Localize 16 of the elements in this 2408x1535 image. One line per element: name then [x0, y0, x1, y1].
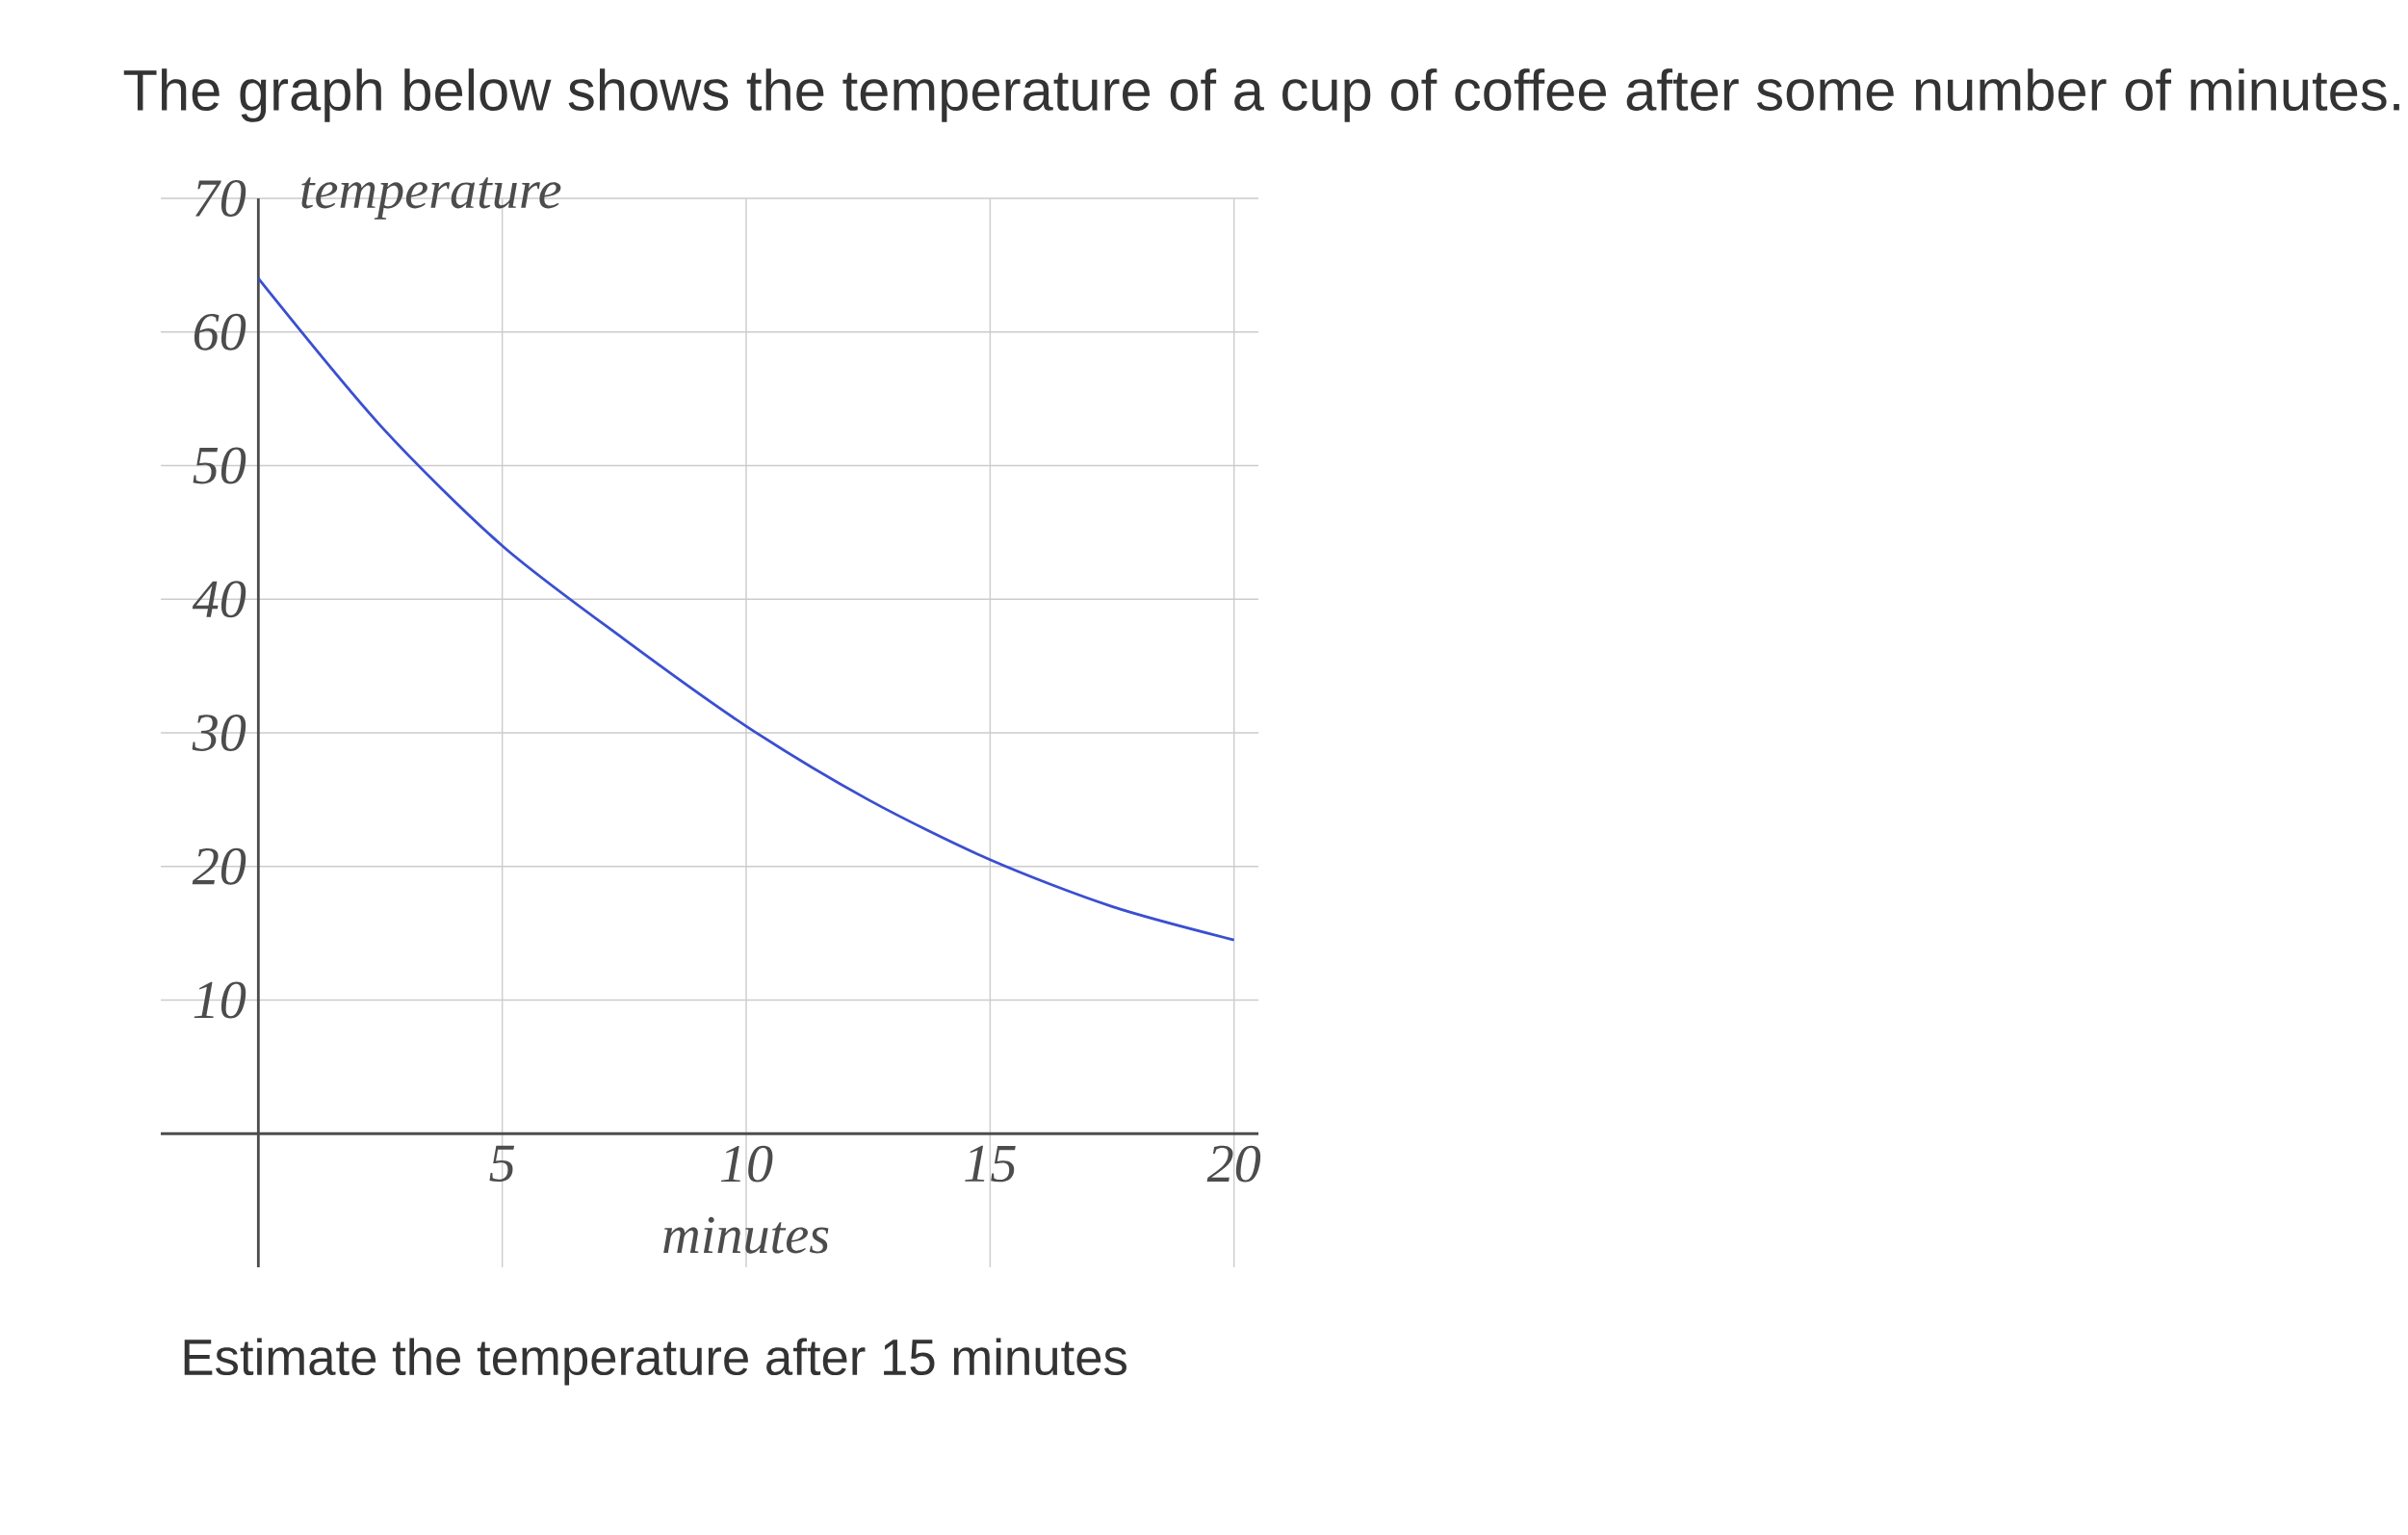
y-tick-label: 30 — [192, 715, 246, 751]
y-tick-label: 20 — [192, 847, 246, 885]
y-tick-label: 40 — [192, 581, 246, 618]
x-axis-title: minutes — [663, 1216, 829, 1254]
x-tick-label: 15 — [965, 1145, 1016, 1183]
y-tick-label: 60 — [194, 313, 246, 351]
y-tick-label: 50 — [193, 447, 246, 484]
x-tick-label: 20 — [1206, 1145, 1261, 1183]
text: Estimate the temperature after 15 minutes — [184, 1338, 1126, 1386]
y-tick-label: 10 — [194, 981, 246, 1019]
line-series — [256, 276, 1236, 942]
chart-title: The graph below shows the temperature of a cup of coffee after some number of minutes. — [123, 68, 2399, 122]
x-tick-label: 10 — [720, 1145, 773, 1183]
y-axis-title: temperature — [301, 177, 561, 220]
x-tick-label: 5 — [489, 1145, 515, 1183]
y-tick-label: 70 — [194, 180, 246, 217]
